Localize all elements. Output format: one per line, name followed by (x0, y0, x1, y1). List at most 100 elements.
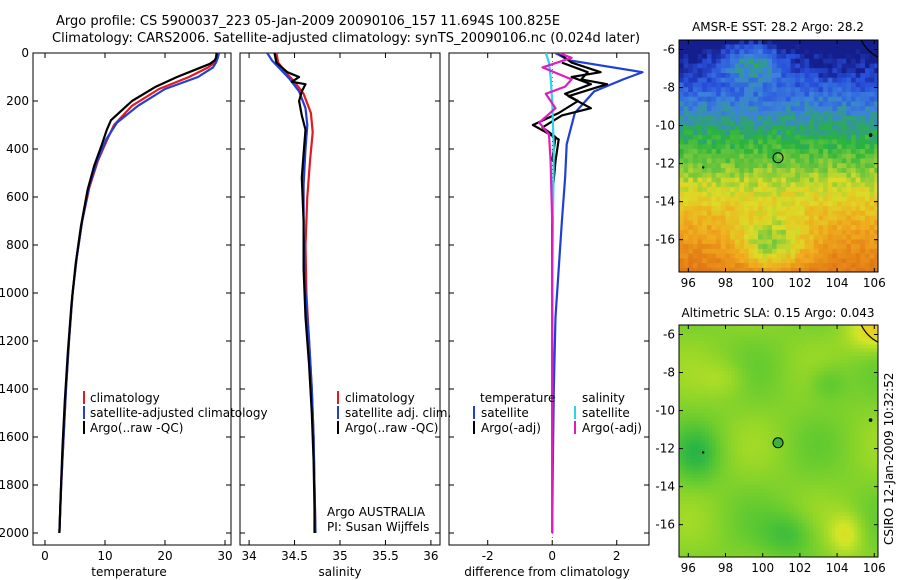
map-cell (794, 541, 799, 547)
map-cell (772, 450, 777, 455)
map-cell (809, 224, 815, 230)
map-cell (679, 454, 684, 459)
map-cell (783, 442, 788, 448)
map-cell (690, 363, 695, 368)
map-cell (679, 238, 685, 245)
map-cell (686, 477, 691, 482)
map-cell (813, 119, 819, 126)
map-cell (701, 389, 706, 395)
map-cell (757, 404, 762, 410)
map-cell (758, 91, 764, 97)
map-cell (723, 549, 728, 554)
map-cell (760, 492, 766, 497)
map-cell (697, 53, 703, 59)
map-cell (816, 344, 821, 349)
map-cell (860, 195, 866, 202)
map-cell (801, 488, 806, 493)
map-cell (851, 86, 857, 92)
map-cell (824, 515, 829, 520)
map-cell (742, 420, 747, 425)
map-cell (804, 40, 810, 45)
map-cell (702, 253, 708, 259)
map-cell (716, 503, 721, 509)
map-cell (823, 186, 829, 192)
map-cell (790, 215, 796, 221)
map-cell (827, 363, 833, 368)
map-cell (874, 96, 878, 102)
map-cell (697, 43, 703, 50)
map-cell (827, 91, 833, 97)
map-cell (776, 210, 782, 216)
map-cell (727, 488, 732, 493)
map-cell (720, 67, 726, 73)
map-cell (686, 530, 691, 535)
map-cell (855, 257, 861, 264)
map-cell (851, 195, 857, 202)
map-cell (812, 522, 818, 528)
map-cell (846, 229, 852, 235)
x-tick-label: 2 (613, 549, 621, 563)
map-cell (786, 446, 792, 452)
map-cell (779, 420, 784, 425)
map-cell (679, 500, 684, 505)
map-cell (812, 420, 818, 425)
map-cell (805, 484, 810, 490)
map-cell (739, 105, 745, 111)
map-cell (731, 534, 736, 539)
map-cell (776, 229, 782, 235)
map-cell (686, 397, 691, 402)
map-cell (832, 157, 838, 164)
map-cell (781, 200, 787, 207)
map-cell (827, 100, 833, 107)
map-cell (757, 454, 762, 459)
map-cell (835, 378, 840, 383)
map-cell (805, 355, 810, 360)
map-cell (781, 219, 787, 226)
map-cell (738, 492, 743, 497)
map-cell (841, 124, 847, 130)
map-cell (753, 48, 759, 54)
map-cell (768, 477, 773, 482)
map-cell (711, 143, 717, 149)
map-cell (720, 119, 726, 126)
map-cell (708, 553, 714, 557)
map-cell (831, 378, 836, 383)
map-cell (705, 519, 710, 524)
map-cell (746, 465, 751, 471)
map-cell (772, 328, 777, 334)
map-cell (738, 359, 743, 364)
map-cell (772, 138, 778, 145)
map-cell (758, 167, 764, 173)
map-cell (706, 43, 713, 50)
map-cell (731, 435, 736, 440)
map-cell (716, 389, 721, 395)
map-cell (823, 81, 829, 88)
map-cell (809, 363, 814, 368)
map-cell (813, 43, 819, 50)
map-cell (758, 162, 764, 169)
map-cell (804, 215, 810, 221)
map-cell (841, 67, 847, 73)
map-cell (772, 530, 777, 535)
map-cell (768, 439, 773, 444)
map-cell (798, 515, 803, 520)
map-cell (786, 397, 792, 402)
map-cell (720, 257, 726, 264)
map-cell (758, 253, 764, 259)
map-cell (846, 143, 852, 149)
map-cell (772, 420, 777, 425)
map-cell (727, 336, 732, 341)
map-cell (794, 538, 799, 543)
map-cell (701, 465, 706, 471)
map-cell (775, 549, 780, 554)
map-cell (739, 100, 745, 107)
map-cell (746, 450, 751, 455)
map-cell (805, 545, 810, 550)
map-cell (734, 262, 740, 268)
map-cell (683, 167, 689, 173)
map-cell (683, 210, 689, 216)
map-cell (686, 534, 691, 539)
map-cell (809, 253, 815, 259)
map-cell (820, 389, 825, 395)
map-cell (712, 538, 717, 543)
